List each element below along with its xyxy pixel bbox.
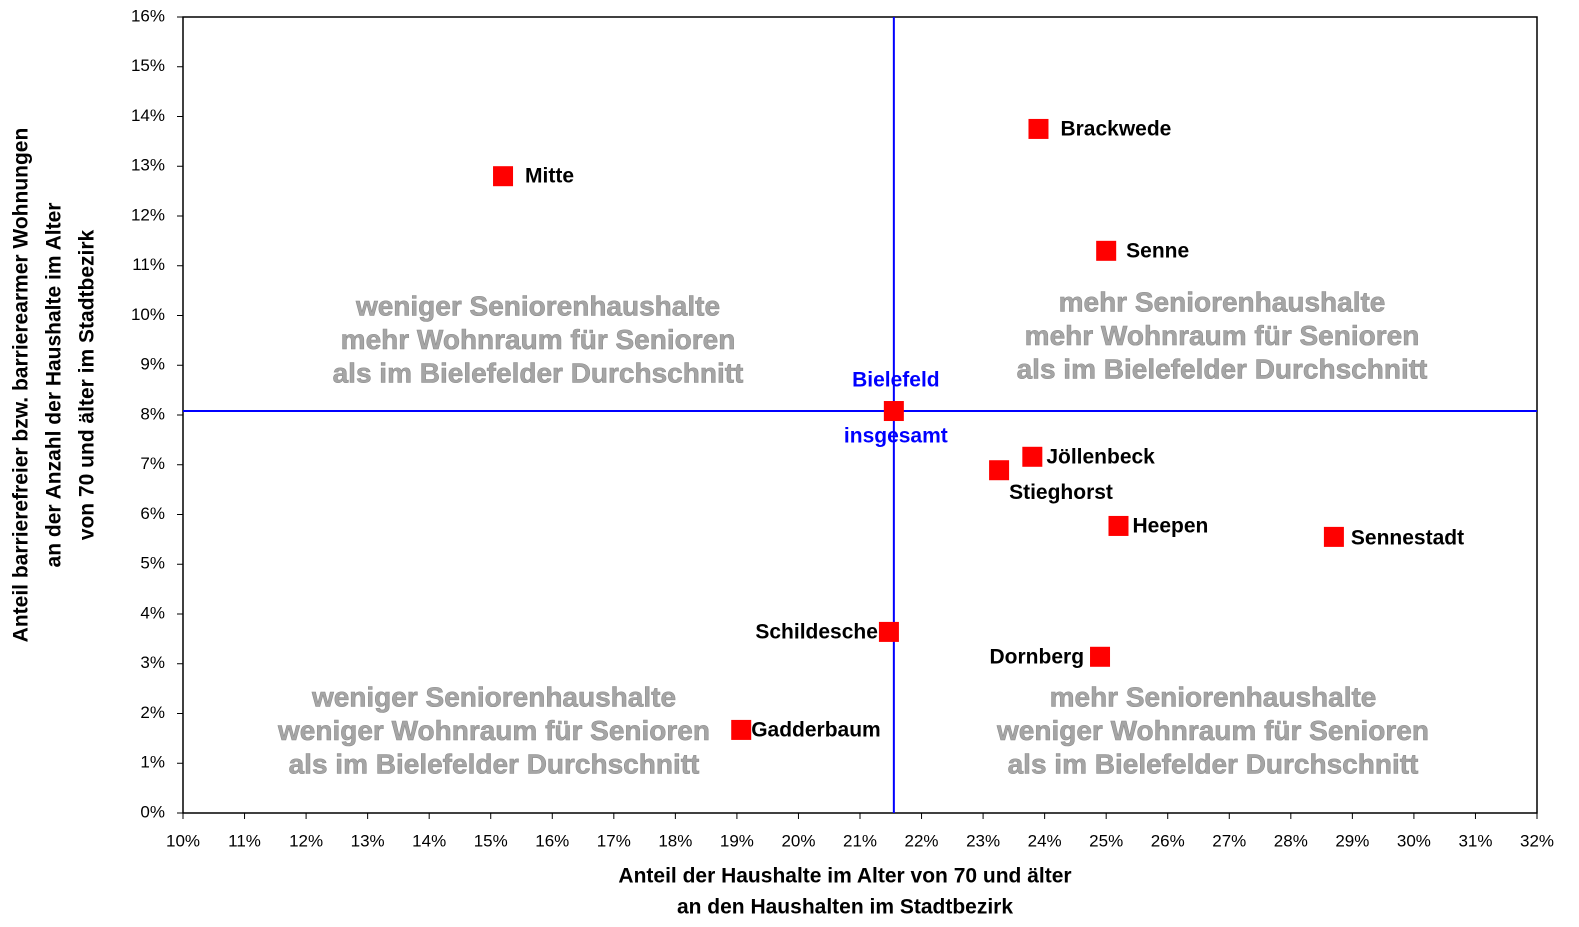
point-label: Mitte: [525, 165, 574, 188]
x-tick-label: 17%: [597, 831, 631, 850]
point: [1108, 515, 1129, 536]
point-label: Dornberg: [990, 645, 1085, 668]
quadrant-annotation: als im Bielefelder Durchschnitt: [333, 357, 744, 388]
y-tick-label: 1%: [140, 753, 165, 772]
point: [731, 719, 752, 740]
y-tick-label: 16%: [131, 6, 165, 25]
y-axis-label: von 70 und älter im Stadtbezirk: [76, 229, 99, 540]
quadrant-annotation: als im Bielefelder Durchschnitt: [1008, 748, 1419, 779]
point: [493, 166, 514, 187]
x-tick-label: 28%: [1274, 831, 1308, 850]
point-label: Gadderbaum: [751, 718, 881, 741]
point: [1096, 240, 1117, 261]
point: [878, 621, 899, 642]
point-label: Senne: [1126, 239, 1189, 262]
reference-label: insgesamt: [844, 425, 948, 448]
y-tick-label: 9%: [140, 355, 165, 374]
quadrant-annotation: weniger Seniorenhaushalte: [311, 681, 676, 712]
point: [1022, 446, 1043, 467]
quadrant-annotation: mehr Wohnraum für Senioren: [341, 324, 736, 355]
x-axis-label: an den Haushalten im Stadtbezirk: [677, 896, 1013, 919]
y-tick-label: 7%: [140, 454, 165, 473]
x-tick-label: 24%: [1028, 831, 1062, 850]
x-tick-label: 25%: [1089, 831, 1123, 850]
reference-point: [883, 401, 904, 422]
x-tick-label: 20%: [781, 831, 815, 850]
point-label: Heepen: [1132, 514, 1208, 537]
point-label: Jöllenbeck: [1046, 445, 1155, 468]
quadrant-annotation: weniger Wohnraum für Senioren: [277, 715, 710, 746]
y-tick-label: 4%: [140, 603, 165, 622]
quadrant-annotation: weniger Wohnraum für Senioren: [996, 715, 1429, 746]
reference-label: Bielefeld: [852, 369, 940, 392]
quadrant-annotation: als im Bielefelder Durchschnitt: [289, 748, 700, 779]
x-tick-label: 26%: [1151, 831, 1185, 850]
quadrant-annotation: weniger Seniorenhaushalte: [355, 290, 720, 321]
y-axis-label: Anteil barrierefreier bzw. barrierearmer…: [10, 128, 33, 643]
quadrant-annotation: als im Bielefelder Durchschnitt: [1017, 353, 1428, 384]
y-tick-label: 3%: [140, 653, 165, 672]
point: [1090, 646, 1111, 667]
x-tick-label: 27%: [1212, 831, 1246, 850]
x-tick-label: 23%: [966, 831, 1000, 850]
x-tick-label: 11%: [228, 831, 261, 850]
y-tick-label: 14%: [131, 106, 165, 125]
x-tick-label: 14%: [412, 831, 446, 850]
point: [1028, 118, 1049, 139]
y-tick-label: 15%: [131, 56, 165, 75]
point-label: Schildesche: [755, 620, 878, 643]
x-tick-label: 18%: [658, 831, 692, 850]
y-tick-label: 5%: [140, 554, 165, 573]
y-tick-label: 10%: [131, 305, 165, 324]
x-tick-label: 30%: [1397, 831, 1431, 850]
x-tick-label: 29%: [1335, 831, 1369, 850]
x-tick-label: 21%: [843, 831, 877, 850]
x-tick-label: 12%: [289, 831, 323, 850]
x-tick-label: 15%: [474, 831, 508, 850]
x-tick-label: 10%: [166, 831, 200, 850]
y-tick-label: 8%: [140, 404, 165, 423]
point-label: Sennestadt: [1351, 526, 1464, 549]
point: [1323, 526, 1344, 547]
point-label: Brackwede: [1060, 117, 1171, 140]
point: [989, 460, 1010, 481]
quadrant-annotation: mehr Seniorenhaushalte: [1050, 681, 1377, 712]
x-tick-label: 31%: [1458, 831, 1492, 850]
x-tick-label: 32%: [1520, 831, 1554, 850]
y-tick-label: 12%: [131, 205, 165, 224]
y-tick-label: 11%: [132, 255, 165, 274]
x-axis-label: Anteil der Haushalte im Alter von 70 und…: [618, 865, 1071, 888]
x-tick-label: 19%: [720, 831, 754, 850]
quadrant-annotation: mehr Seniorenhaushalte: [1059, 286, 1386, 317]
y-tick-label: 0%: [140, 802, 165, 821]
y-axis-label: an der Anzahl der Haushalte im Alter: [43, 203, 66, 568]
quadrant-annotation: mehr Wohnraum für Senioren: [1025, 320, 1420, 351]
y-tick-label: 13%: [131, 156, 165, 175]
x-tick-label: 16%: [535, 831, 569, 850]
y-tick-label: 6%: [140, 504, 165, 523]
y-tick-label: 2%: [140, 703, 165, 722]
x-tick-label: 13%: [351, 831, 385, 850]
point-label: Stieghorst: [1009, 481, 1113, 504]
x-tick-label: 22%: [905, 831, 939, 850]
